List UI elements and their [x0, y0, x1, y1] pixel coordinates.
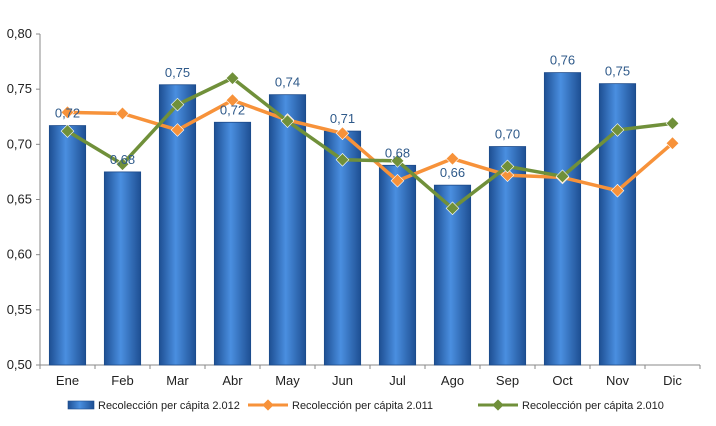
y-tick-label: 0,55: [7, 302, 32, 317]
x-tick-label: Nov: [606, 373, 630, 388]
data-label: 0,68: [385, 145, 410, 160]
point: [170, 97, 185, 112]
point: [445, 151, 460, 166]
y-tick-label: 0,75: [7, 81, 32, 96]
data-label: 0,72: [55, 106, 80, 121]
x-tick-label: Feb: [111, 373, 133, 388]
data-label: 0,68: [110, 152, 135, 167]
point: [500, 159, 515, 174]
legend-marker: [262, 399, 274, 411]
point: [115, 106, 130, 121]
point: [280, 114, 295, 128]
bar: [213, 121, 252, 366]
x-tick-label: Jun: [332, 373, 353, 388]
data-label: 0,72: [220, 102, 245, 117]
y-tick-label: 0,60: [7, 247, 32, 262]
y-tick-label: 0,70: [7, 136, 32, 151]
point: [335, 152, 350, 167]
point: [610, 183, 625, 198]
x-tick-label: Ago: [441, 373, 464, 388]
legend: Recolección per cápita 2.012 Recolección …: [67, 399, 664, 412]
x-tick-label: Abr: [222, 373, 243, 388]
series-line: [67, 98, 674, 193]
point: [665, 116, 680, 131]
data-label: 0,66: [440, 165, 465, 180]
bar: [323, 130, 362, 366]
x-tick-label: May: [275, 373, 300, 388]
bar: [268, 94, 307, 366]
legend-label: Recolección per cápita 2.011: [292, 400, 433, 412]
point: [390, 154, 405, 168]
x-tick-label: Dic: [663, 373, 682, 388]
point: [115, 157, 130, 171]
y-tick-label: 0,50: [7, 357, 32, 372]
series-line: [66, 76, 673, 211]
legend-swatch: [67, 400, 95, 410]
x-tick-label: Mar: [166, 373, 189, 388]
data-label: 0,70: [495, 127, 520, 142]
legend-label: Recolección per cápita 2.010: [522, 400, 664, 412]
bar: [488, 146, 527, 366]
point: [60, 105, 75, 120]
bar: [378, 164, 417, 366]
legend-label: Recolección per cápita 2.012: [98, 400, 240, 412]
legend-marker: [492, 399, 504, 411]
point: [390, 173, 405, 188]
bar: [48, 125, 87, 366]
data-label: 0,74: [275, 75, 300, 90]
y-tick-label: 0,80: [7, 26, 32, 41]
point: [500, 168, 515, 183]
bar: [433, 184, 472, 366]
point: [445, 201, 460, 216]
point: [665, 136, 680, 151]
data-labels: 0,72 0,68 0,75 0,72 0,74 0,71 0,68 0,66 0,70 0,76…: [55, 53, 630, 181]
point: [225, 93, 240, 107]
y-tick-label: 0,65: [7, 192, 32, 207]
point: [610, 123, 625, 137]
data-label: 0,75: [165, 65, 190, 80]
x-tick-label: Sep: [496, 373, 519, 388]
data-label: 0,71: [330, 111, 355, 126]
data-label: 0,75: [605, 64, 630, 79]
point: [170, 123, 185, 137]
bar: [543, 72, 582, 366]
point: [60, 124, 75, 138]
x-tick-label: Jul: [389, 373, 406, 388]
data-label: 0,76: [550, 53, 575, 68]
x-tick-label: Oct: [552, 373, 573, 388]
line-series: [60, 71, 680, 216]
point: [555, 169, 570, 184]
point: [335, 126, 350, 141]
bar: [103, 171, 142, 366]
axes: 0,50 0,55 0,60 0,65 0,70 0,75 0,80 Ene Feb Mar Abr…: [7, 26, 701, 388]
x-tick-label: Ene: [56, 373, 79, 388]
point: [225, 71, 240, 85]
